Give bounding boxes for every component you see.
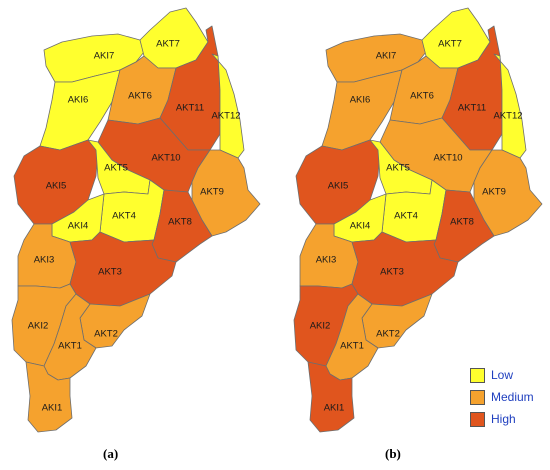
region-label-akt2-b: AKT2 [376,329,400,340]
region-label-akt9-b: AKT9 [482,187,506,198]
region-label-akt8-b: AKT8 [450,217,474,228]
legend-label-low: Low [491,368,514,382]
region-label-akt6-b: AKT6 [410,91,434,102]
region-label-akt4-b: AKT4 [394,211,418,222]
region-label-akt3-b: AKT3 [380,267,404,278]
region-label-aki1-a: AKI1 [42,403,63,414]
region-akt9-b [473,149,543,237]
legend-item-low: Low [470,364,534,386]
region-label-aki5-b: AKI5 [328,181,349,192]
region-aki1-a [25,361,73,433]
region-label-akt12-a: AKT12 [211,111,240,122]
region-label-aki2-b: AKI2 [310,321,331,332]
map-panel-b: AKI7 AKT7 AKI6 AKT6 AKT11 AKT12 AKT10 AKI5 AKT5 A… [293,7,543,433]
region-akt8-a [151,189,213,263]
region-label-aki3-a: AKI3 [34,255,55,266]
region-label-akt1-b: AKT1 [340,341,364,352]
region-label-akt11-b: AKT11 [458,103,486,114]
region-aki1-b [307,361,355,433]
region-label-akt3-a: AKT3 [98,267,122,278]
region-label-akt7-a: AKT7 [156,39,180,50]
region-label-aki6-b: AKI6 [350,95,371,106]
region-label-akt7-b: AKT7 [438,39,462,50]
panel-label-b: (b) [385,446,401,461]
region-label-akt11-a: AKT11 [176,103,204,114]
panel-label-a: (a) [103,446,119,461]
region-label-aki4-a: AKI4 [68,221,89,232]
region-label-akt12-b: AKT12 [493,111,522,122]
region-label-akt10-b: AKT10 [433,153,462,164]
region-label-aki1-b: AKI1 [324,403,345,414]
region-aki6-b [321,69,403,151]
region-label-aki6-a: AKI6 [68,95,89,106]
legend-item-medium: Medium [470,386,534,408]
legend-swatch-medium [470,389,485,405]
region-label-akt10-a: AKT10 [151,153,180,164]
region-label-aki5-a: AKI5 [46,181,67,192]
region-label-aki2-a: AKI2 [28,321,49,332]
region-label-akt5-b: AKT5 [386,163,410,174]
region-label-akt9-a: AKT9 [200,187,224,198]
legend-swatch-low [470,367,485,383]
region-label-aki7-b: AKI7 [376,51,397,62]
region-label-aki3-b: AKI3 [316,255,337,266]
region-akt9-a [191,149,261,237]
legend-label-medium: Medium [491,390,534,404]
region-label-aki7-a: AKI7 [94,51,115,62]
region-label-aki4-b: AKI4 [350,221,371,232]
legend: Low Medium High [470,364,534,430]
region-akt8-b [433,189,495,263]
region-label-akt6-a: AKT6 [128,91,152,102]
region-label-akt8-a: AKT8 [168,217,192,228]
region-aki6-a [39,69,121,151]
map-panel-a: AKI7 AKT7 AKI6 AKT6 AKT11 AKT12 AKT10 AKI5 AKT5 A… [11,7,261,433]
region-label-akt1-a: AKT1 [58,341,82,352]
legend-swatch-high [470,411,485,427]
region-label-akt4-a: AKT4 [112,211,136,222]
region-label-akt2-a: AKT2 [94,329,118,340]
legend-item-high: High [470,408,534,430]
legend-label-high: High [491,412,516,426]
region-label-akt5-a: AKT5 [104,163,128,174]
